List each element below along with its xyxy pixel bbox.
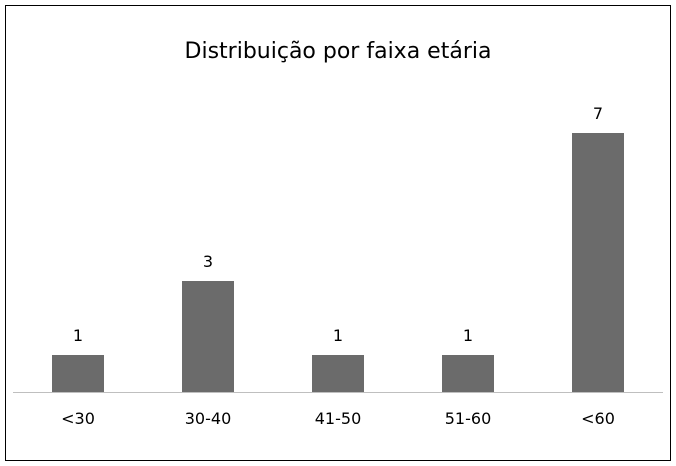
bars-group xyxy=(52,133,624,392)
x-tick-label-0: <30 xyxy=(61,409,95,428)
data-label-1: 3 xyxy=(203,252,213,271)
x-tick-label-4: <60 xyxy=(581,409,615,428)
data-label-4: 7 xyxy=(593,104,603,123)
bar-3 xyxy=(442,355,494,392)
x-tick-label-1: 30-40 xyxy=(185,409,232,428)
data-labels-group: 1 3 1 1 7 xyxy=(73,104,603,345)
x-tick-labels-group: <30 30-40 41-50 51-60 <60 xyxy=(61,409,615,428)
x-tick-label-2: 41-50 xyxy=(315,409,362,428)
x-tick-label-3: 51-60 xyxy=(445,409,492,428)
chart-title: Distribuição por faixa etária xyxy=(185,39,492,64)
bar-0 xyxy=(52,355,104,392)
bar-2 xyxy=(312,355,364,392)
data-label-3: 1 xyxy=(463,326,473,345)
data-label-2: 1 xyxy=(333,326,343,345)
data-label-0: 1 xyxy=(73,326,83,345)
bar-4 xyxy=(572,133,624,392)
bar-1 xyxy=(182,281,234,392)
